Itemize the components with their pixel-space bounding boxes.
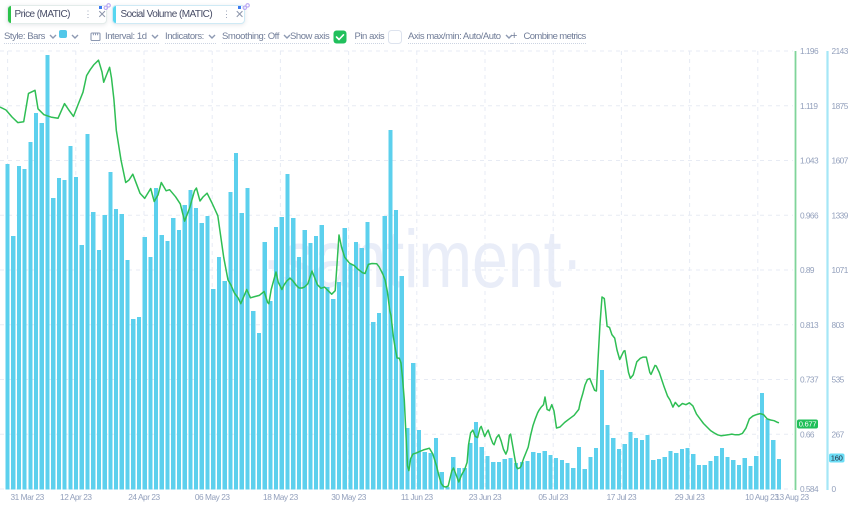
svg-text:0.677: 0.677 <box>799 420 817 429</box>
svg-text:0: 0 <box>832 484 837 494</box>
svg-text:13 Aug 23: 13 Aug 23 <box>775 492 809 502</box>
svg-text:29 Jul 23: 29 Jul 23 <box>675 492 705 502</box>
svg-text:1875: 1875 <box>832 101 849 111</box>
svg-text:05 Jul 23: 05 Jul 23 <box>538 492 568 502</box>
svg-text:1.043: 1.043 <box>800 156 819 166</box>
svg-text:535: 535 <box>832 375 845 385</box>
svg-text:1071: 1071 <box>832 265 849 275</box>
svg-text:18 May 23: 18 May 23 <box>263 492 299 502</box>
svg-text:1339: 1339 <box>832 210 849 220</box>
svg-text:0.89: 0.89 <box>800 265 815 275</box>
svg-text:06 May 23: 06 May 23 <box>195 492 231 502</box>
svg-text:1.119: 1.119 <box>800 101 818 111</box>
svg-text:803: 803 <box>832 320 845 330</box>
svg-text:2143: 2143 <box>832 46 849 56</box>
svg-text:23 Jun 23: 23 Jun 23 <box>469 492 502 502</box>
svg-text:31 Mar 23: 31 Mar 23 <box>11 492 45 502</box>
svg-text:0.66: 0.66 <box>800 429 815 439</box>
svg-text:11 Jun 23: 11 Jun 23 <box>401 492 434 502</box>
svg-text:0.813: 0.813 <box>800 320 819 330</box>
svg-text:0.737: 0.737 <box>800 375 819 385</box>
svg-text:12 Apr 23: 12 Apr 23 <box>60 492 92 502</box>
svg-text:0.584: 0.584 <box>800 484 819 494</box>
svg-text:30 May 23: 30 May 23 <box>331 492 367 502</box>
svg-text:1607: 1607 <box>832 156 849 166</box>
svg-text:267: 267 <box>832 429 845 439</box>
svg-text:10 Aug 23: 10 Aug 23 <box>745 492 779 502</box>
svg-text:0.966: 0.966 <box>800 210 819 220</box>
svg-text:24 Apr 23: 24 Apr 23 <box>128 492 160 502</box>
svg-text:17 Jul 23: 17 Jul 23 <box>607 492 637 502</box>
svg-text:160: 160 <box>831 454 843 463</box>
svg-text:1.196: 1.196 <box>800 46 819 56</box>
